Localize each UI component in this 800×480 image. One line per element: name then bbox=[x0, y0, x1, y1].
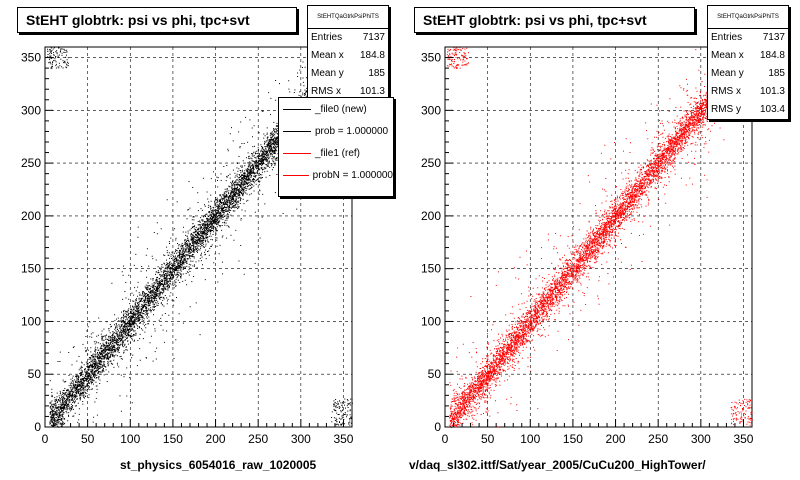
legend-entry: prob = 1.000000 bbox=[279, 120, 393, 142]
x-tick-label: 50 bbox=[81, 432, 95, 446]
y-tick-label: 200 bbox=[21, 209, 41, 223]
right-stats-row: RMS y 103.4 bbox=[711, 104, 785, 115]
y-tick-label: 150 bbox=[21, 262, 41, 276]
right-scatter-plot: 0 50 100 150 200 250 300 350 0 50 100 150 200 250 300 3… bbox=[421, 46, 754, 446]
y-tick-label: 300 bbox=[21, 103, 41, 117]
legend-entry: _file0 (new) bbox=[279, 98, 393, 120]
x-tick-label: 150 bbox=[563, 432, 583, 446]
right-stats-row: Mean y 185 bbox=[711, 68, 785, 79]
right-x-axis-label: v/daq_sl302.ittf/Sat/year_2005/CuCu200_H… bbox=[409, 458, 706, 472]
x-tick-label: 200 bbox=[206, 432, 226, 446]
legend-line bbox=[283, 130, 311, 132]
x-tick-label: 350 bbox=[333, 432, 353, 446]
right-plot-panel: 0 50 100 150 200 250 300 350 0 50 100 150 200 250 300 3… bbox=[400, 0, 800, 480]
scatter-marks bbox=[47, 47, 353, 428]
y-tick-label: 250 bbox=[21, 156, 41, 170]
legend-box: _file0 (new) prob = 1.000000 _file1 (ref… bbox=[278, 97, 394, 197]
x-tick-label: 250 bbox=[648, 432, 668, 446]
x-tick-label: 50 bbox=[481, 432, 495, 446]
y-tick-label: 0 bbox=[434, 420, 441, 434]
left-stats-row: Entries 7137 bbox=[311, 32, 385, 43]
y-tick-label: 350 bbox=[21, 51, 41, 65]
x-tick-label: 100 bbox=[120, 432, 140, 446]
y-tick-label: 150 bbox=[421, 262, 441, 276]
x-tick-label: 0 bbox=[442, 432, 449, 446]
left-stats-row: Mean x 184.8 bbox=[311, 50, 385, 61]
y-tick-label: 50 bbox=[428, 367, 442, 381]
left-x-axis-label: st_physics_6054016_raw_1020005 bbox=[120, 458, 317, 472]
left-stats-box: StEHTQaGtrkPsiPhiTS Entries 7137 Mean x 18… bbox=[307, 5, 389, 102]
x-tick-label: 0 bbox=[42, 432, 49, 446]
y-tick-label: 100 bbox=[421, 314, 441, 328]
right-stats-header: StEHTQaGtrkPsiPhiTS bbox=[708, 6, 788, 29]
right-stats-row: Mean x 184.8 bbox=[711, 50, 785, 61]
right-stats-box: StEHTQaGtrkPsiPhiTS Entries 7137 Mean x 18… bbox=[707, 5, 789, 120]
x-tick-label: 100 bbox=[520, 432, 540, 446]
y-tick-label: 100 bbox=[21, 314, 41, 328]
x-tick-label: 200 bbox=[606, 432, 626, 446]
right-plot-title: StEHT globtrk: psi vs phi, tpc+svt bbox=[414, 7, 695, 33]
y-tick-label: 0 bbox=[34, 420, 41, 434]
y-tick-label: 300 bbox=[421, 103, 441, 117]
left-stats-row: Mean y 185 bbox=[311, 68, 385, 79]
right-stats-row: RMS x 101.3 bbox=[711, 86, 785, 97]
y-tick-label: 250 bbox=[421, 156, 441, 170]
x-tick-label: 300 bbox=[291, 432, 311, 446]
legend-line bbox=[283, 152, 311, 154]
left-stats-row: RMS x 101.3 bbox=[311, 86, 385, 97]
right-stats-row: Entries 7137 bbox=[711, 32, 785, 43]
x-tick-label: 250 bbox=[248, 432, 268, 446]
left-stats-header: StEHTQaGtrkPsiPhiTS bbox=[308, 6, 388, 29]
legend-line bbox=[283, 108, 311, 110]
y-tick-label: 350 bbox=[421, 51, 441, 65]
left-plot-panel: 0 50 100 150 200 250 300 350 0 50 100 150 200 250 300 3… bbox=[17, 5, 394, 472]
scatter-marks bbox=[446, 47, 753, 428]
legend-line bbox=[283, 174, 309, 176]
scatter-points bbox=[446, 47, 753, 428]
scatter-points bbox=[47, 47, 353, 428]
y-tick-label: 200 bbox=[421, 209, 441, 223]
x-tick-label: 350 bbox=[733, 432, 753, 446]
x-tick-label: 300 bbox=[691, 432, 711, 446]
y-tick-label: 50 bbox=[28, 367, 42, 381]
left-plot-title: StEHT globtrk: psi vs phi, tpc+svt bbox=[17, 7, 297, 33]
x-tick-label: 150 bbox=[163, 432, 183, 446]
legend-entry: probN = 1.000000 bbox=[279, 164, 393, 186]
legend-entry: _file1 (ref) bbox=[279, 142, 393, 164]
